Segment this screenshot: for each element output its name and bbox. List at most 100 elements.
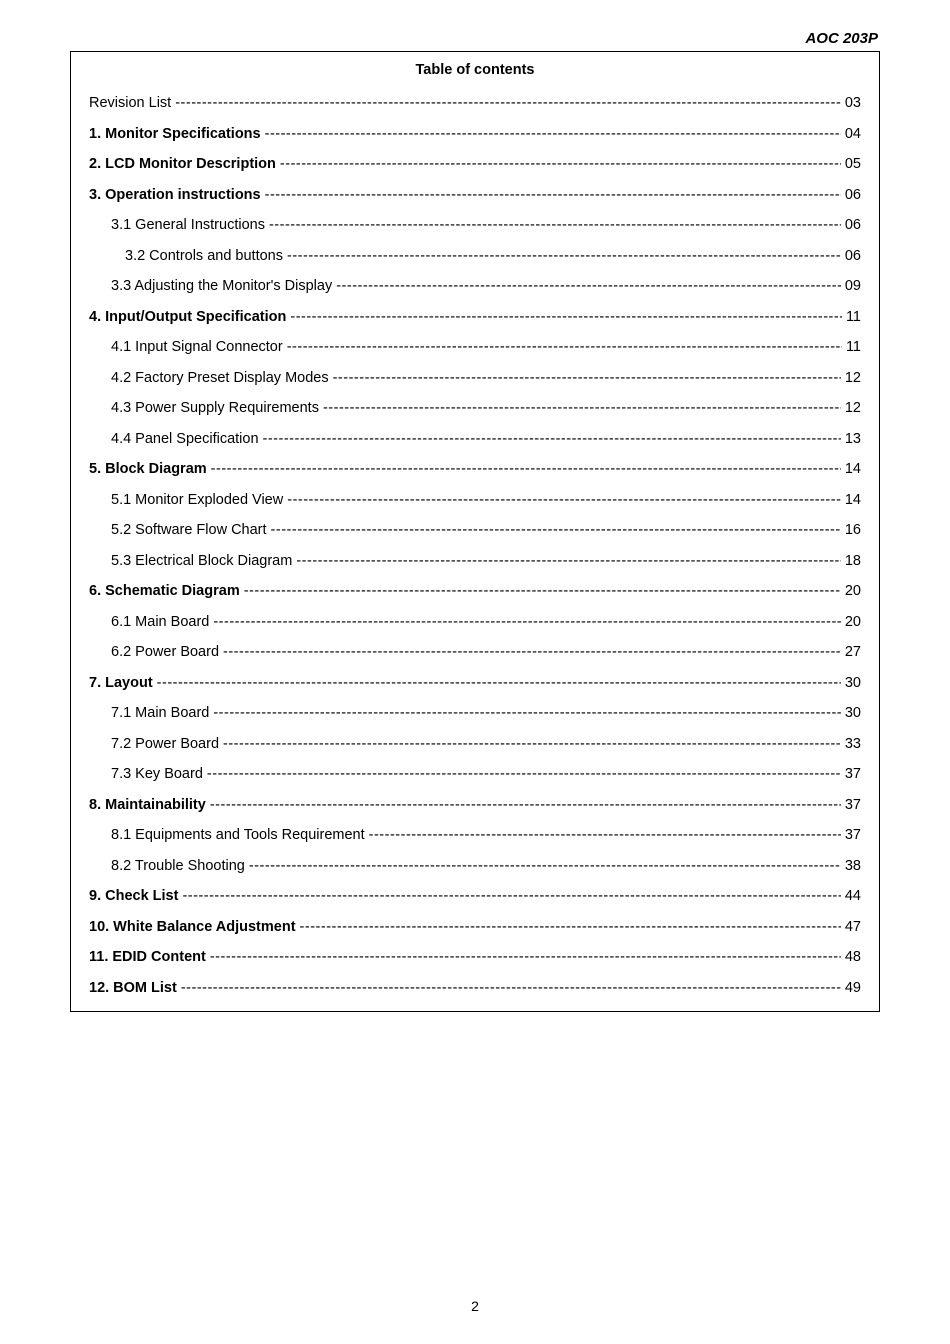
toc-entry-label: 7. Layout [89, 676, 157, 691]
toc-leader [244, 584, 841, 599]
toc-entry-label: 5.3 Electrical Block Diagram [111, 554, 296, 569]
toc-entry-page: 37 [841, 767, 861, 782]
toc-leader [265, 127, 841, 142]
toc-leader [249, 859, 841, 874]
toc-entry-page: 03 [841, 96, 861, 111]
toc-entry-label: 2. LCD Monitor Description [89, 157, 280, 172]
toc-entry-page: 14 [841, 493, 861, 508]
toc-row: 8.2 Trouble Shooting 38 [89, 851, 861, 882]
toc-entry-page: 06 [841, 218, 861, 233]
toc-entry-page: 06 [841, 188, 861, 203]
toc-row: 6. Schematic Diagram 20 [89, 576, 861, 607]
toc-leader [300, 920, 841, 935]
toc-entry-label: 5.1 Monitor Exploded View [111, 493, 287, 508]
toc-row: 7.1 Main Board 30 [89, 698, 861, 729]
page-number: 2 [0, 1298, 950, 1314]
toc-entry-label: 4.4 Panel Specification [111, 432, 263, 447]
toc-leader [287, 249, 841, 264]
toc-row: 5. Block Diagram 14 [89, 454, 861, 485]
toc-entry-label: 4.1 Input Signal Connector [111, 340, 287, 355]
toc-row: 3.3 Adjusting the Monitor's Display 09 [89, 271, 861, 302]
toc-entry-label: 8.1 Equipments and Tools Requirement [111, 828, 369, 843]
toc-row: 8. Maintainability 37 [89, 790, 861, 821]
toc-leader [210, 798, 841, 813]
toc-row: 7.3 Key Board 37 [89, 759, 861, 790]
toc-row: 9. Check List 44 [89, 881, 861, 912]
toc-leader [211, 462, 841, 477]
toc-entry-label: 3. Operation instructions [89, 188, 265, 203]
toc-leader [207, 767, 841, 782]
toc-entry-label: 5.2 Software Flow Chart [111, 523, 271, 538]
toc-entry-label: 12. BOM List [89, 981, 181, 996]
toc-row: 5.3 Electrical Block Diagram 18 [89, 546, 861, 577]
toc-row: 3.2 Controls and buttons06 [89, 241, 861, 272]
toc-entry-page: 09 [841, 279, 861, 294]
toc-entry-page: 38 [841, 859, 861, 874]
toc-entry-label: Revision List [89, 96, 175, 111]
toc-leader [213, 615, 841, 630]
toc-entry-page: 13 [841, 432, 861, 447]
toc-leader [280, 157, 841, 172]
toc-leader [296, 554, 841, 569]
toc-row: 5.2 Software Flow Chart 16 [89, 515, 861, 546]
toc-entry-page: 18 [841, 554, 861, 569]
toc-entry-label: 5. Block Diagram [89, 462, 211, 477]
toc-entry-label: 8.2 Trouble Shooting [111, 859, 249, 874]
toc-leader [290, 310, 842, 325]
toc-entry-label: 9. Check List [89, 889, 182, 904]
toc-leader [369, 828, 841, 843]
toc-entry-page: 48 [841, 950, 861, 965]
toc-entry-label: 1. Monitor Specifications [89, 127, 265, 142]
toc-entry-page: 04 [841, 127, 861, 142]
toc-row: 5.1 Monitor Exploded View 14 [89, 485, 861, 516]
toc-row: 11. EDID Content 48 [89, 942, 861, 973]
toc-leader [213, 706, 841, 721]
toc-row: 4.1 Input Signal Connector 11 [89, 332, 861, 363]
toc-row: 4.3 Power Supply Requirements 12 [89, 393, 861, 424]
toc-entry-page: 11 [842, 310, 861, 325]
toc-entry-page: 27 [841, 645, 861, 660]
toc-entry-page: 20 [841, 615, 861, 630]
toc-leader [223, 645, 841, 660]
toc-container: Table of contents Revision List 03 1. Mon… [70, 51, 880, 1012]
toc-row: 10. White Balance Adjustment 47 [89, 912, 861, 943]
toc-entry-label: 4.2 Factory Preset Display Modes [111, 371, 333, 386]
toc-leader [175, 96, 841, 111]
toc-row: 7.2 Power Board 33 [89, 729, 861, 760]
toc-leader [269, 218, 841, 233]
toc-entry-label: 3.3 Adjusting the Monitor's Display [111, 279, 336, 294]
toc-entry-page: 12 [841, 401, 861, 416]
toc-row: 7. Layout 30 [89, 668, 861, 699]
toc-entry-page: 11 [842, 340, 861, 355]
toc-entry-label: 7.1 Main Board [111, 706, 213, 721]
toc-entry-label: 3.2 Controls and buttons [125, 249, 287, 264]
toc-entry-label: 4. Input/Output Specification [89, 310, 290, 325]
toc-leader [181, 981, 841, 996]
toc-leader [157, 676, 841, 691]
toc-entry-page: 47 [841, 920, 861, 935]
toc-entry-page: 44 [841, 889, 861, 904]
toc-row: Revision List 03 [89, 88, 861, 119]
toc-leader [210, 950, 841, 965]
toc-leader [323, 401, 841, 416]
toc-entry-page: 37 [841, 798, 861, 813]
toc-entry-page: 33 [841, 737, 861, 752]
toc-entry-page: 49 [841, 981, 861, 996]
toc-entry-page: 30 [841, 706, 861, 721]
toc-entry-label: 3.1 General Instructions [111, 218, 269, 233]
toc-entry-label: 4.3 Power Supply Requirements [111, 401, 323, 416]
toc-row: 4.4 Panel Specification 13 [89, 424, 861, 455]
toc-leader [271, 523, 841, 538]
toc-entry-label: 7.2 Power Board [111, 737, 223, 752]
toc-entry-label: 8. Maintainability [89, 798, 210, 813]
toc-entry-page: 12 [841, 371, 861, 386]
toc-row: 3. Operation instructions 06 [89, 180, 861, 211]
toc-entry-label: 6.1 Main Board [111, 615, 213, 630]
toc-entry-page: 30 [841, 676, 861, 691]
toc-leader [333, 371, 841, 386]
document-header-label: AOC 203P [70, 30, 880, 47]
toc-leader [265, 188, 841, 203]
toc-title: Table of contents [89, 58, 861, 88]
toc-leader [336, 279, 841, 294]
toc-body: Revision List 03 1. Monitor Specification… [89, 88, 861, 1003]
